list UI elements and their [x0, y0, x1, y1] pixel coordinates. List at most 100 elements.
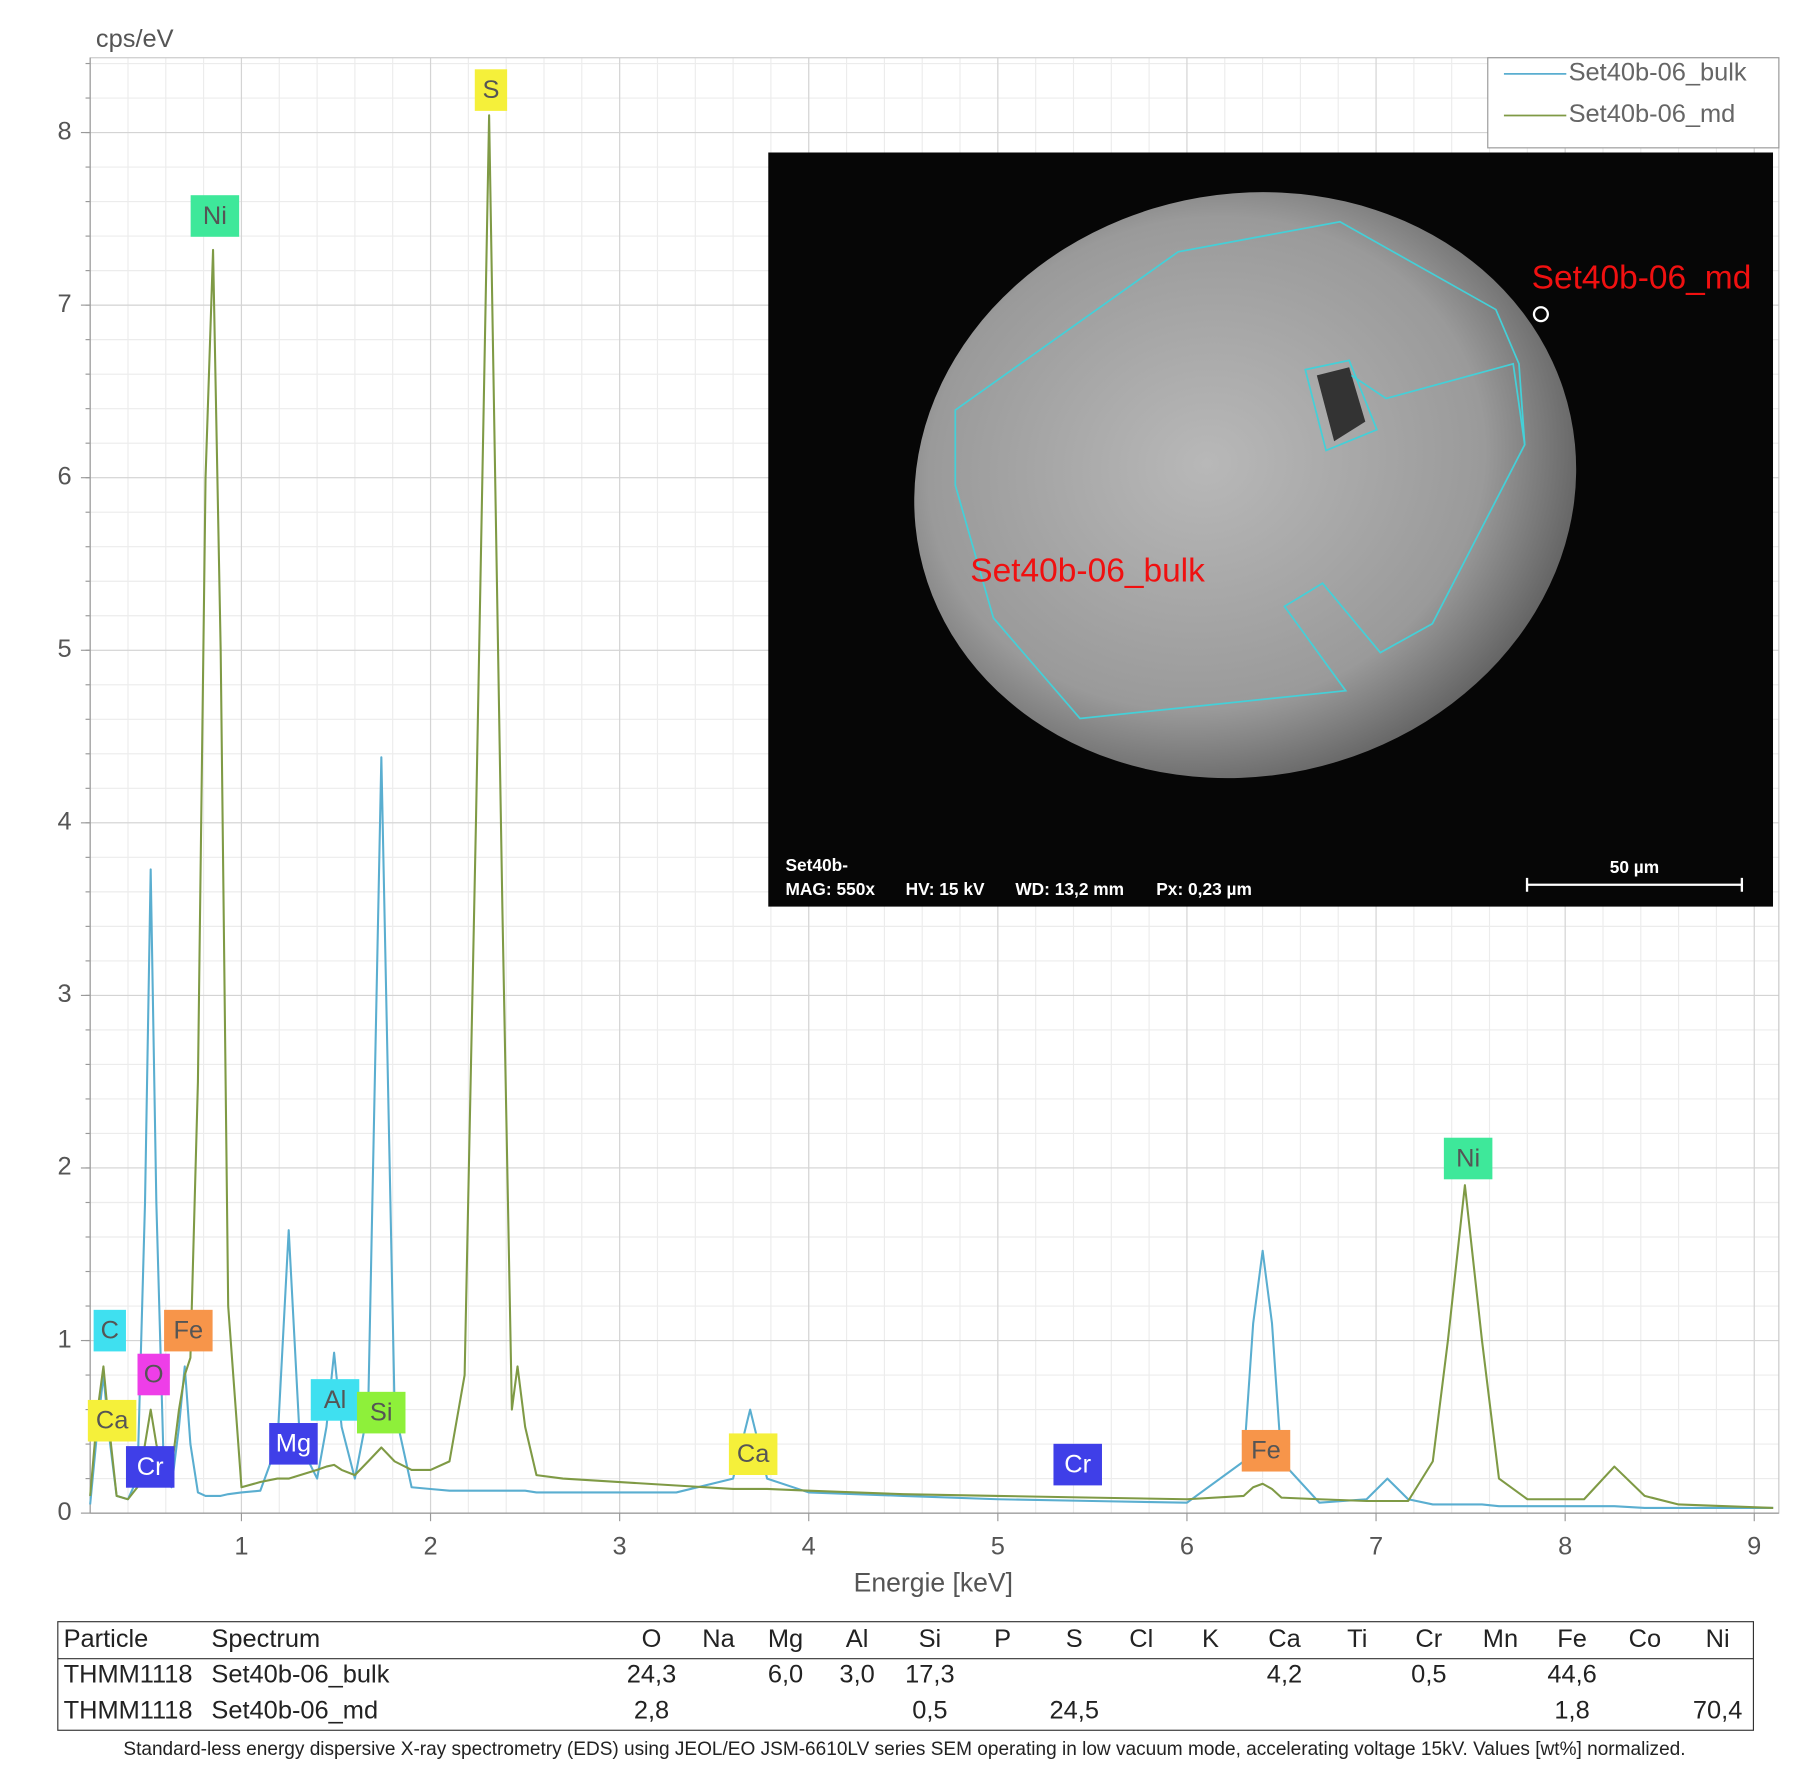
table-header: S	[1066, 1625, 1083, 1653]
table-note: Standard-less energy dispersive X-ray sp…	[123, 1739, 1685, 1760]
table-header: Ti	[1347, 1625, 1367, 1653]
table-header: Spectrum	[211, 1625, 320, 1653]
table-cell: 17,3	[905, 1661, 954, 1689]
element-tag	[728, 1433, 778, 1475]
table-cell: 2,8	[634, 1697, 669, 1725]
table-header: Si	[919, 1625, 942, 1653]
y-tick-label: 7	[58, 290, 72, 318]
dark-pit	[1316, 367, 1366, 442]
x-tick-label: 4	[802, 1532, 816, 1560]
element-tag	[269, 1423, 318, 1465]
element-label: Ca	[737, 1440, 770, 1468]
series-line	[89, 756, 1774, 1509]
table-cell: Set40b-06_bulk	[211, 1661, 389, 1689]
table-header: Al	[846, 1625, 869, 1653]
y-tick-label: 1	[58, 1325, 72, 1353]
element-label: O	[144, 1360, 164, 1388]
element-label: Cr	[137, 1453, 164, 1481]
table-cell: 3,0	[839, 1661, 874, 1689]
series-line	[89, 114, 1774, 1509]
element-label: Ni	[203, 202, 227, 230]
element-label: Fe	[174, 1316, 204, 1344]
y-tick-label: 2	[58, 1153, 72, 1181]
table-header: Particle	[64, 1625, 149, 1653]
particle	[914, 192, 1577, 779]
y-tick-label: 5	[58, 635, 72, 663]
legend-label: Set40b-06_md	[1569, 100, 1736, 128]
table-header: Fe	[1557, 1625, 1587, 1653]
table-cell: 1,8	[1554, 1697, 1589, 1725]
table-header: Cl	[1129, 1625, 1153, 1653]
sem-image: Set40b-06_md Set40b-06_bulk Set40b- MAG: 55…	[768, 152, 1774, 907]
table-cell: 6,0	[768, 1661, 803, 1689]
bulk-region	[954, 220, 1526, 720]
y-tick-label: 4	[58, 808, 72, 836]
y-axis-label: cps/eV	[96, 25, 174, 53]
x-tick-label: 6	[1180, 1532, 1194, 1560]
element-label: C	[101, 1316, 119, 1344]
scale-bar	[1525, 877, 1744, 892]
table-cell: 24,5	[1050, 1697, 1099, 1725]
element-tag	[1241, 1429, 1291, 1472]
element-tag	[190, 195, 240, 237]
element-tag	[164, 1309, 213, 1352]
element-tag	[310, 1379, 360, 1421]
table-cell: Set40b-06_md	[211, 1697, 378, 1725]
scale-label: 50 µm	[1610, 857, 1659, 877]
element-label: Cr	[1064, 1450, 1091, 1478]
table-frame	[57, 1621, 1755, 1731]
y-tick-label: 8	[58, 117, 72, 145]
table-cell: 0,5	[912, 1697, 947, 1725]
table-header: Na	[702, 1625, 735, 1653]
table-cell: 44,6	[1547, 1661, 1596, 1689]
element-tag	[356, 1391, 406, 1434]
element-label: Mg	[276, 1430, 311, 1458]
table-header: Cr	[1415, 1625, 1442, 1653]
legend-box	[1487, 57, 1780, 149]
x-axis-label: Energie [keV]	[854, 1568, 1013, 1598]
element-tag	[474, 69, 508, 111]
md-region	[1350, 362, 1526, 445]
element-label: Al	[324, 1386, 347, 1414]
sem-info: HV: 15 kV	[906, 879, 985, 899]
sem-info: WD: 13,2 mm	[1015, 879, 1124, 899]
x-tick-label: 5	[991, 1532, 1005, 1560]
element-tag	[125, 1446, 175, 1488]
element-label: Fe	[1251, 1437, 1281, 1465]
table-cell: 24,3	[627, 1661, 676, 1689]
table-header: P	[994, 1625, 1011, 1653]
element-tag	[1053, 1443, 1102, 1486]
x-tick-label: 7	[1369, 1532, 1383, 1560]
element-tag	[93, 1309, 126, 1352]
table-cell: 4,2	[1267, 1661, 1302, 1689]
y-tick-label: 3	[58, 980, 72, 1008]
table-header: Mn	[1483, 1625, 1518, 1653]
y-tick-label: 0	[58, 1498, 72, 1526]
element-tag	[1443, 1137, 1493, 1180]
sem-info: Px: 0,23 µm	[1156, 879, 1252, 899]
table-header: O	[642, 1625, 662, 1653]
table-header: Ni	[1706, 1625, 1730, 1653]
x-tick-label: 9	[1747, 1532, 1761, 1560]
region-label: Set40b-06_md	[1532, 259, 1752, 296]
table-cell: THMM1118	[64, 1661, 193, 1689]
table-header: Co	[1629, 1625, 1661, 1653]
table-header: Ca	[1268, 1625, 1301, 1653]
region-label: Set40b-06_bulk	[970, 553, 1205, 590]
table-cell: 70,4	[1693, 1697, 1742, 1725]
legend-label: Set40b-06_bulk	[1569, 59, 1747, 87]
y-tick-label: 6	[58, 462, 72, 490]
pit-region	[1304, 359, 1379, 452]
x-tick-label: 3	[613, 1532, 627, 1560]
x-tick-label: 8	[1558, 1532, 1572, 1560]
element-tag	[87, 1399, 137, 1442]
table-header: Mg	[768, 1625, 803, 1653]
element-tag	[137, 1353, 170, 1396]
sem-info: MAG: 550x	[785, 879, 875, 899]
element-label: Ca	[96, 1407, 129, 1435]
element-label: Si	[370, 1398, 393, 1426]
table-header: K	[1202, 1625, 1219, 1653]
element-label: Ni	[1456, 1144, 1480, 1172]
x-tick-label: 2	[423, 1532, 437, 1560]
